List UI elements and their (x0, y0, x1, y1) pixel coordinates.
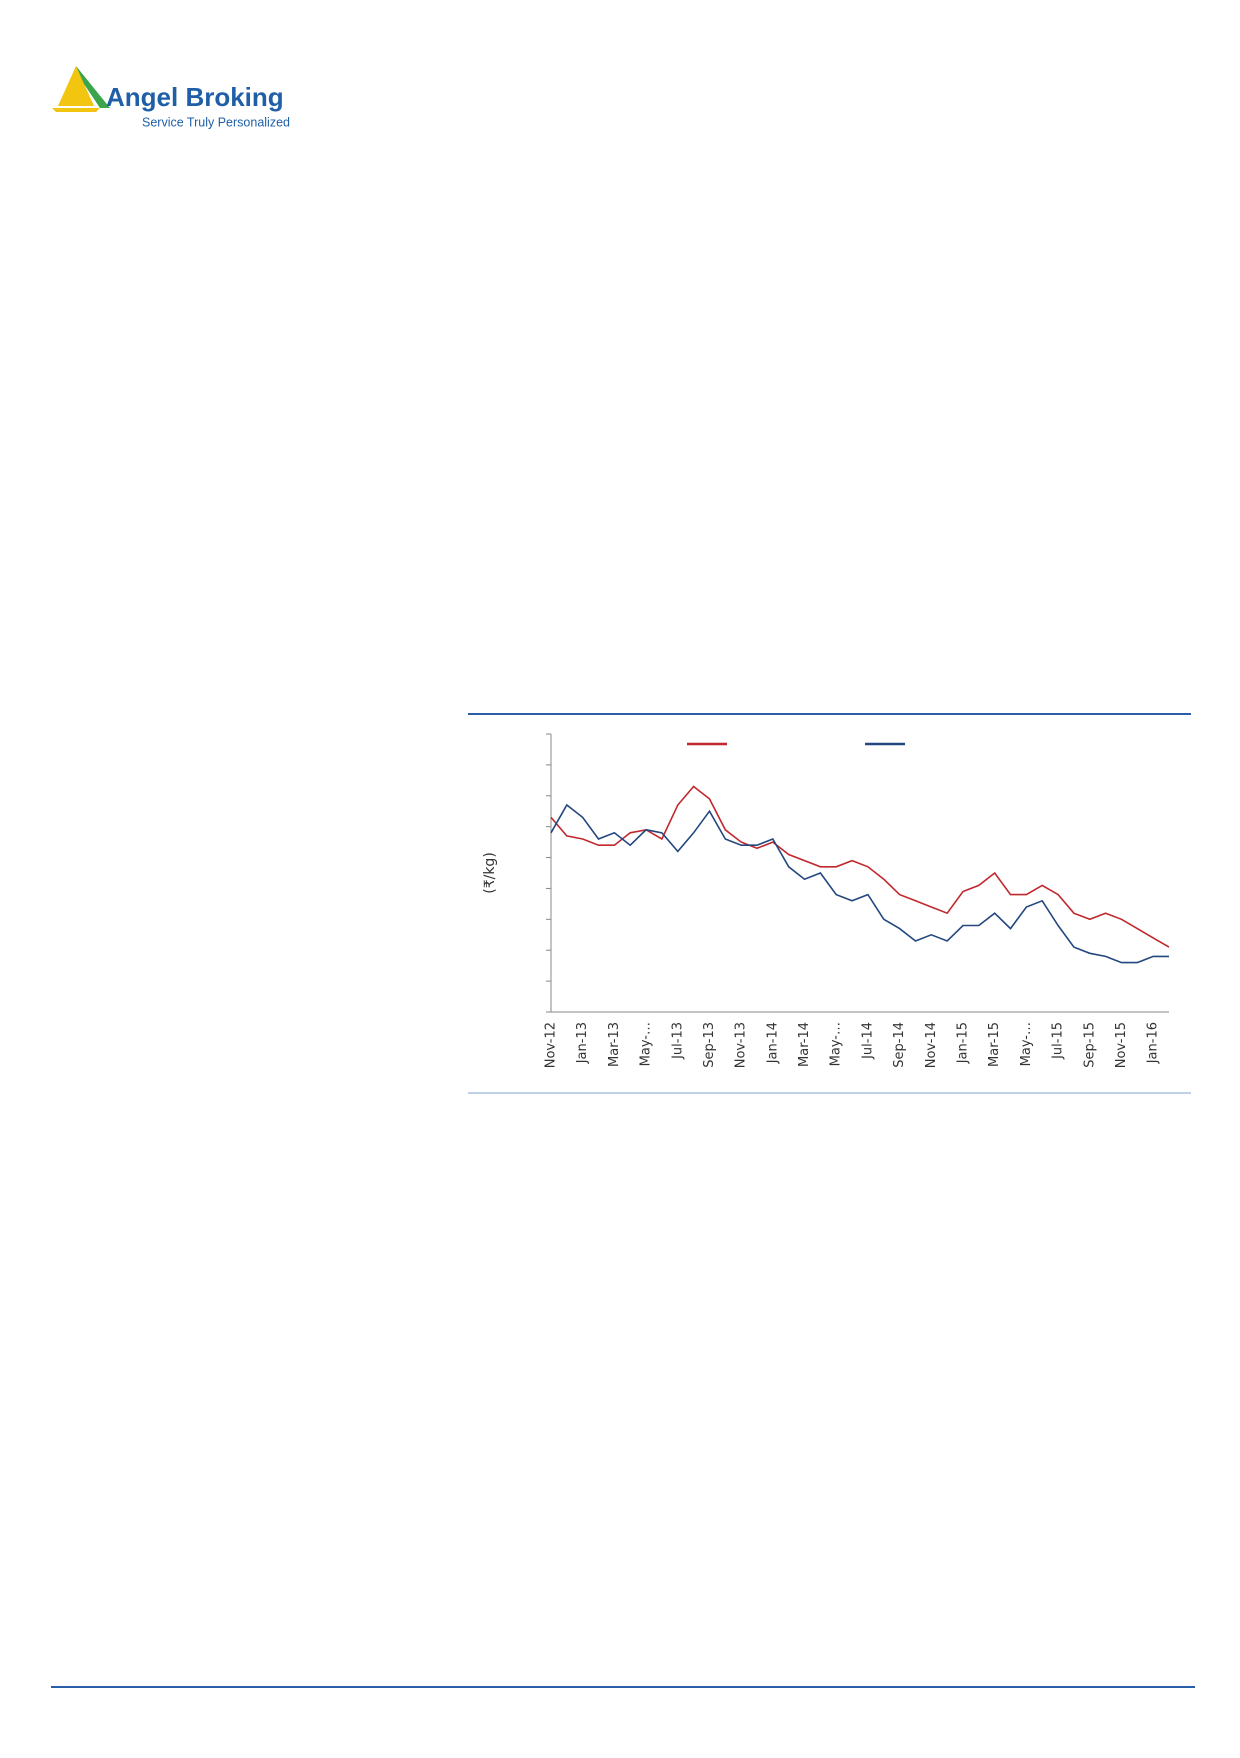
brand-tagline: Service Truly Personalized (142, 115, 290, 129)
x-tick-label: Jan-14 (765, 1022, 780, 1064)
brand-name: Angel Broking (106, 82, 284, 112)
series-line (550, 803, 1169, 964)
x-tick-label: Sep-14 (892, 1022, 907, 1068)
x-tick-label: Jul-13 (670, 1022, 685, 1060)
y-axis-label: (₹/kg) (482, 852, 498, 894)
x-tick-label: Nov-12 (544, 1022, 559, 1068)
x-tick-label: Mar-14 (797, 1022, 812, 1067)
x-tick-label: Jan-13 (575, 1022, 590, 1064)
x-tick-label: Jul-15 (1051, 1022, 1066, 1060)
logo-mark (76, 66, 110, 108)
x-tick-label: Jul-14 (860, 1022, 875, 1060)
x-tick-label: Mar-15 (987, 1022, 1002, 1067)
series-line (550, 785, 1170, 948)
x-tick-label: Mar-13 (607, 1022, 622, 1067)
x-tick-label: Sep-13 (702, 1022, 717, 1068)
x-tick-label: May-… (639, 1022, 654, 1066)
x-tick-label: Nov-13 (734, 1022, 749, 1068)
logo-mark (58, 66, 94, 106)
x-tick-label: Jan-15 (956, 1022, 971, 1064)
x-tick-label: Nov-15 (1114, 1022, 1129, 1068)
logo: Angel Broking Service Truly Personalized (52, 66, 290, 129)
x-tick-label: May-… (1019, 1022, 1034, 1066)
x-tick-label: Sep-15 (1082, 1022, 1097, 1068)
x-tick-label: May-… (829, 1022, 844, 1066)
x-tick-label: Nov-14 (924, 1022, 939, 1068)
x-tick-label: Jan-16 (1146, 1022, 1161, 1064)
logo-mark (52, 108, 100, 112)
